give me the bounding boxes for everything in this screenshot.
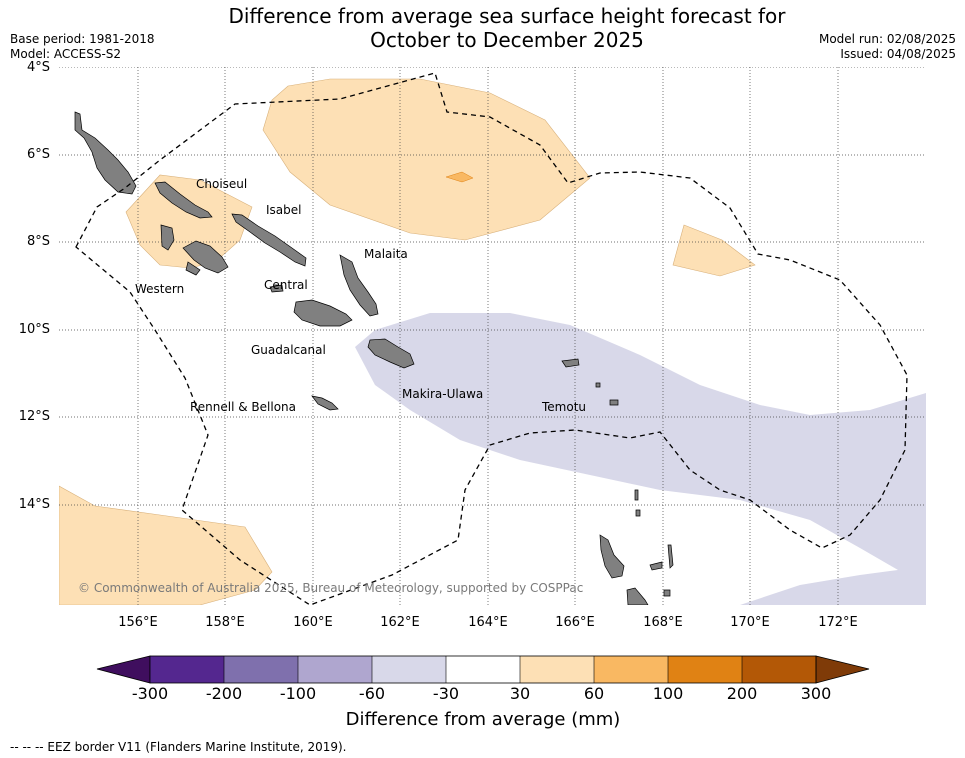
colorbar-tick-10: 300 — [800, 684, 832, 703]
island-rennell — [311, 395, 339, 411]
copyright-notice: © Commonwealth of Australia 2025, Bureau… — [78, 581, 584, 595]
lon-label-158e: 158°E — [205, 615, 245, 630]
lat-label-6s: 6°S — [26, 147, 50, 162]
meta-left: Base period: 1981-2018 Model: ACCESS-S2 — [10, 32, 155, 62]
colorbar-tick-2: -200 — [205, 684, 243, 703]
region-rennell-bellona: Rennell & Bellona — [190, 400, 297, 414]
colorbar-tick-1: -300 — [131, 684, 169, 703]
island-vanuatu-6 — [634, 489, 639, 501]
colorbar-extend-low — [96, 655, 151, 684]
meta-right: Model run: 02/08/2025 Issued: 04/08/2025 — [819, 32, 956, 62]
model-name: Model: ACCESS-S2 — [10, 47, 122, 61]
lon-label-164e: 164°E — [468, 615, 508, 630]
region-malaita: Malaita — [364, 247, 408, 261]
title-line-1: Difference from average sea surface heig… — [228, 4, 786, 28]
island-vanuatu-north — [599, 534, 625, 579]
region-central: Central — [264, 278, 308, 292]
colorbar-segment-8 — [668, 656, 742, 683]
positive-anomaly-areas — [59, 78, 756, 605]
positive-anomaly-north — [262, 78, 591, 241]
colorbar-tick-7: 60 — [583, 684, 605, 703]
colorbar-tick-6: 30 — [509, 684, 531, 703]
colorbar-extend-high — [815, 655, 870, 684]
land-masses — [74, 111, 674, 605]
colorbar-segment-3 — [298, 656, 372, 683]
colorbar-tick-4: -60 — [358, 684, 386, 703]
colorbar-tick-9: 200 — [726, 684, 758, 703]
lon-label-156e: 156°E — [118, 615, 158, 630]
eez-border — [75, 72, 908, 605]
island-choiseul — [154, 181, 213, 219]
colorbar-segment-1 — [150, 656, 224, 683]
island-vanuatu-2 — [649, 561, 663, 571]
lon-label-168e: 168°E — [643, 615, 683, 630]
island-isabel — [231, 213, 307, 267]
lat-label-4s: 4°S — [26, 60, 50, 75]
island-bougainville — [74, 111, 137, 195]
colorbar — [96, 655, 870, 684]
island-makira — [367, 338, 415, 369]
positive-anomaly-medium-patch — [445, 171, 474, 183]
colorbar-title: Difference from average (mm) — [345, 709, 621, 730]
colorbar-tick-8: 100 — [652, 684, 684, 703]
region-guadalcanal: Guadalcanal — [251, 343, 326, 357]
lon-label-170e: 170°E — [730, 615, 770, 630]
colorbar-segment-7 — [594, 656, 668, 683]
map-canvas — [59, 67, 926, 605]
positive-anomaly-east — [672, 224, 756, 277]
lon-label-160e: 160°E — [293, 615, 333, 630]
island-malaita — [339, 254, 379, 317]
region-western: Western — [135, 282, 185, 296]
island-guadalcanal — [293, 299, 353, 327]
lat-label-14s: 14°S — [18, 497, 50, 512]
island-small-1 — [595, 382, 601, 388]
colorbar-frame — [149, 655, 817, 684]
lat-label-10s: 10°S — [18, 322, 50, 337]
colorbar-segment-2 — [224, 656, 298, 683]
model-run: Model run: 02/08/2025 — [818, 32, 956, 46]
island-new-georgia — [160, 224, 229, 276]
island-vanuatu-5 — [635, 509, 641, 517]
graticule — [59, 67, 926, 605]
region-choiseul: Choiseul — [196, 177, 248, 191]
colorbar-segment-9 — [742, 656, 816, 683]
island-santa-cruz — [561, 358, 580, 368]
colorbar-segment-5 — [446, 656, 520, 683]
colorbar-segment-4 — [372, 656, 446, 683]
map-title: Difference from average sea surface heig… — [150, 4, 864, 52]
island-vanuatu-3 — [667, 544, 674, 569]
colorbar-segment-6 — [520, 656, 594, 683]
island-russell — [269, 284, 284, 293]
positive-anomaly-west — [125, 174, 253, 269]
negative-anomaly-area — [355, 313, 926, 605]
eez-legend: -- -- -- EEZ border V11 (Flanders Marine… — [10, 740, 347, 754]
colorbar-tick-5: -30 — [432, 684, 460, 703]
region-isabel: Isabel — [266, 203, 302, 217]
lon-label-166e: 166°E — [555, 615, 595, 630]
positive-anomaly-southwest — [59, 485, 273, 605]
lon-label-172e: 172°E — [818, 615, 858, 630]
region-makira-ulawa: Makira-Ulawa — [402, 387, 484, 401]
region-temotu: Temotu — [542, 400, 587, 414]
lat-label-12s: 12°S — [18, 409, 50, 424]
title-line-2: October to December 2025 — [370, 28, 644, 52]
island-vanuatu-4 — [626, 587, 649, 605]
lat-label-8s: 8°S — [26, 234, 50, 249]
issued-date: Issued: 04/08/2025 — [840, 47, 956, 61]
lon-label-162e: 162°E — [380, 615, 420, 630]
island-small-3 — [663, 589, 671, 597]
island-small-2 — [609, 399, 619, 406]
colorbar-tick-3: -100 — [279, 684, 317, 703]
base-period: Base period: 1981-2018 — [10, 32, 155, 46]
